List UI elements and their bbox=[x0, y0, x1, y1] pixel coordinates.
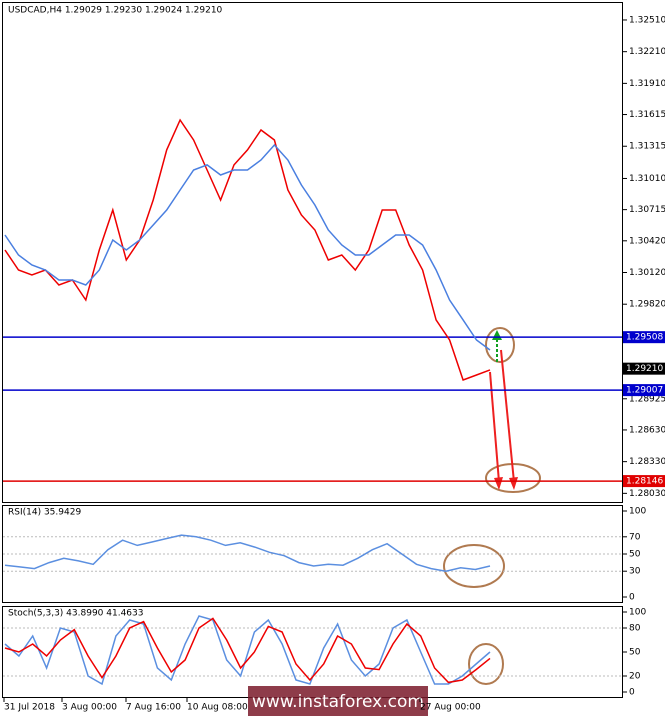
level-label: 1.29007 bbox=[626, 386, 663, 396]
y-tick-label: 0 bbox=[629, 593, 635, 603]
watermark-box bbox=[248, 686, 428, 716]
level-box bbox=[623, 362, 665, 375]
y-tick-label: 1.28630 bbox=[629, 425, 665, 435]
x-tick-label: 3 Aug 00:00 bbox=[62, 703, 117, 713]
level-box bbox=[623, 331, 665, 344]
y-tick-label: 100 bbox=[629, 608, 646, 618]
stoch-title: Stoch(5,3,3) 43.8990 41.4633 bbox=[8, 609, 143, 619]
y-tick-label: 70 bbox=[629, 532, 641, 542]
y-tick-label: 80 bbox=[629, 624, 641, 634]
y-tick-label: 1.32210 bbox=[629, 47, 665, 57]
series-line bbox=[4, 534, 491, 572]
main-title: USDCAD,H4 1.29029 1.29230 1.29024 1.2921… bbox=[8, 6, 223, 16]
y-tick-label: 0 bbox=[629, 688, 635, 698]
y-tick-label: 1.30420 bbox=[629, 236, 665, 246]
y-tick-label: 100 bbox=[629, 507, 646, 517]
rsi-panel bbox=[2, 505, 623, 603]
y-tick-label: 50 bbox=[629, 648, 641, 658]
y-tick-label: 30 bbox=[629, 567, 641, 577]
y-tick-label: 1.31615 bbox=[629, 110, 665, 120]
main-panel bbox=[2, 2, 623, 503]
y-tick-label: 1.31910 bbox=[629, 79, 665, 89]
y-tick-label: 1.28030 bbox=[629, 489, 665, 499]
y-tick-label: 1.30120 bbox=[629, 268, 665, 278]
y-tick-label: 1.28925 bbox=[629, 394, 665, 404]
watermark: www.instaforex.com bbox=[252, 692, 424, 712]
x-tick-label: 31 Jul 2018 bbox=[4, 703, 55, 713]
y-tick-label: 1.30715 bbox=[629, 205, 665, 215]
y-tick-label: 1.32510 bbox=[629, 15, 665, 25]
level-box bbox=[623, 384, 665, 397]
level-box bbox=[623, 475, 665, 488]
y-tick-label: 1.31010 bbox=[629, 174, 665, 184]
level-label: 1.29210 bbox=[626, 364, 663, 374]
x-tick-label: 27 Aug 00:00 bbox=[420, 703, 481, 713]
x-tick-label: 10 Aug 08:00 bbox=[187, 703, 248, 713]
series-line bbox=[4, 617, 491, 684]
rsi-title: RSI(14) 35.9429 bbox=[8, 508, 81, 518]
series-line bbox=[4, 118, 491, 381]
y-tick-label: 20 bbox=[629, 672, 641, 682]
y-tick-label: 1.28330 bbox=[629, 457, 665, 467]
y-tick-label: 1.31315 bbox=[629, 142, 665, 152]
x-tick-label: 7 Aug 16:00 bbox=[126, 703, 181, 713]
series-line bbox=[4, 143, 491, 351]
level-label: 1.28146 bbox=[626, 477, 663, 487]
y-tick-label: 1.29820 bbox=[629, 300, 665, 310]
y-tick-label: 50 bbox=[629, 550, 641, 560]
level-label: 1.29508 bbox=[626, 333, 663, 343]
